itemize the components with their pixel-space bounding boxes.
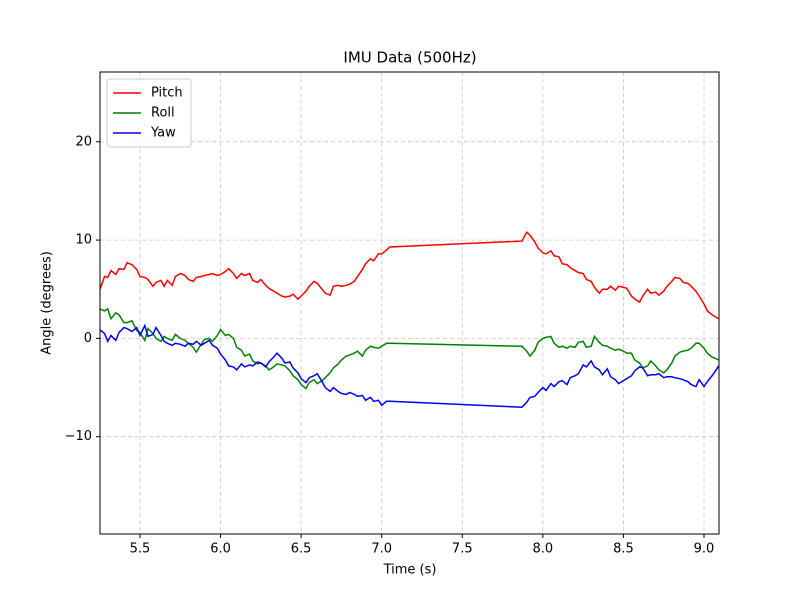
y-tick-label: 20: [75, 134, 92, 149]
data-line: [100, 323, 719, 408]
x-tick-label: 9.0: [694, 542, 715, 557]
plot-frame: [99, 71, 720, 535]
x-tick-label: 7.0: [371, 542, 392, 557]
y-tick-label: 10: [75, 233, 92, 248]
x-tick-label: 8.5: [613, 542, 634, 557]
y-axis-label: Angle (degrees): [40, 251, 55, 355]
x-tick-label: 7.5: [452, 542, 473, 557]
x-axis-label: Time (s): [383, 563, 437, 578]
data-line: [100, 307, 719, 390]
y-tick-label: −10: [65, 429, 92, 444]
data-line: [100, 231, 719, 320]
y-tick-label: 0: [84, 331, 92, 346]
legend-label: Roll: [151, 106, 175, 121]
legend-box: [106, 78, 192, 148]
x-tick-label: 6.5: [291, 542, 312, 557]
x-tick-label: 8.0: [533, 542, 554, 557]
legend-label: Yaw: [150, 126, 176, 141]
chart-title: IMU Data (500Hz): [343, 49, 476, 67]
x-tick-label: 5.5: [130, 542, 151, 557]
legend-label: Pitch: [151, 86, 183, 101]
x-tick-label: 6.0: [210, 542, 231, 557]
